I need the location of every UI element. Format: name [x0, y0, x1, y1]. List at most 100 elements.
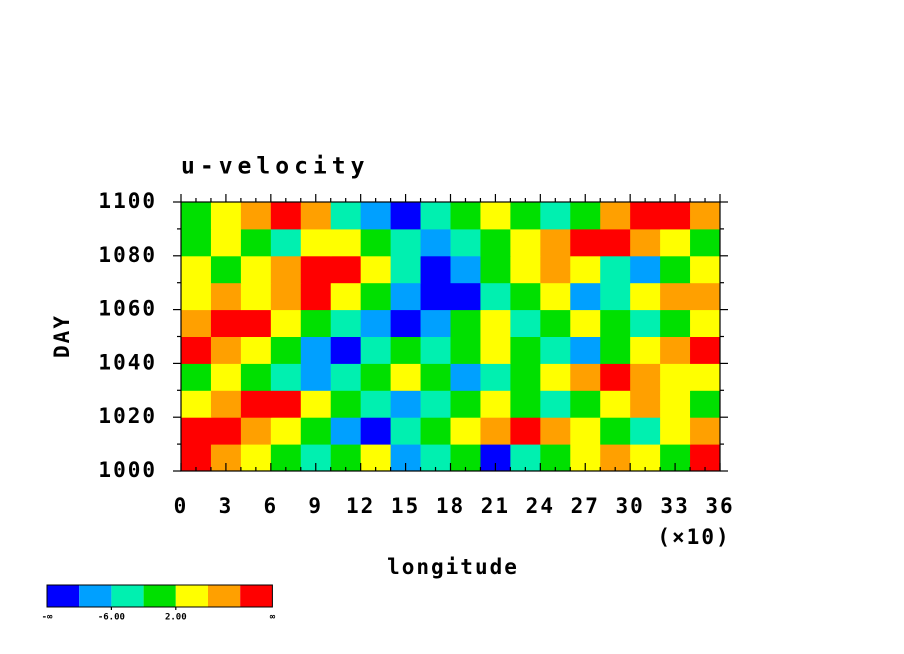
heat-cell — [210, 309, 242, 337]
heat-cell — [210, 417, 242, 445]
colorbar-tick-label: 2.00 — [165, 613, 187, 623]
heat-cell — [390, 363, 422, 391]
heat-cell — [181, 309, 212, 337]
heat-cell — [210, 336, 242, 364]
heat-cell — [480, 336, 511, 364]
heat-cell — [690, 336, 721, 364]
heat-cell — [480, 390, 511, 418]
heat-cell — [360, 417, 392, 445]
heat-cell — [660, 309, 691, 337]
heat-cell — [450, 228, 481, 257]
heat-cell — [630, 282, 661, 311]
heat-cell — [270, 255, 302, 284]
x-multiplier: (×10) — [657, 525, 730, 549]
heat-cell — [330, 390, 362, 418]
heat-cell — [210, 363, 242, 391]
heat-cell — [300, 255, 332, 284]
heat-cell — [600, 363, 631, 391]
heat-cell — [600, 417, 631, 445]
heat-cell — [330, 255, 362, 284]
heat-cell — [210, 282, 242, 311]
heat-cell — [540, 390, 571, 418]
heat-cell — [600, 282, 631, 311]
heat-cell — [240, 363, 272, 391]
heat-cell — [360, 228, 392, 257]
colorbar-low-label: -∞ — [42, 613, 53, 623]
heat-cell — [450, 444, 481, 472]
y-tick-label: 1080 — [98, 243, 157, 267]
heat-cell — [270, 309, 302, 337]
heat-cell — [330, 336, 362, 364]
heat-cell — [240, 255, 272, 284]
heat-cell — [690, 363, 721, 391]
heat-cell — [181, 390, 212, 418]
heat-cell — [330, 309, 362, 337]
heat-cell — [570, 363, 601, 391]
heat-cell — [540, 202, 571, 230]
heat-cell — [630, 390, 661, 418]
heat-cell — [480, 202, 511, 230]
heat-cell — [240, 336, 272, 364]
heat-cell — [270, 282, 302, 311]
x-tick-label: 9 — [308, 494, 323, 518]
heat-cell — [330, 282, 362, 311]
heat-cell — [660, 336, 691, 364]
heat-cell — [540, 282, 571, 311]
heat-cell — [690, 255, 721, 284]
heat-cell — [540, 336, 571, 364]
y-tick-label: 1060 — [98, 297, 157, 321]
heat-cell — [300, 282, 332, 311]
heat-cell — [210, 202, 242, 230]
colorbar-swatch — [240, 585, 273, 607]
heat-cell — [330, 363, 362, 391]
heat-cell — [390, 255, 422, 284]
heat-cell — [480, 228, 511, 257]
heat-cell — [540, 444, 571, 472]
heat-cell — [690, 444, 721, 472]
heat-cell — [540, 309, 571, 337]
x-tick-label: 30 — [616, 494, 645, 518]
heat-cell — [600, 336, 631, 364]
x-tick-label: 18 — [436, 494, 465, 518]
heat-cell — [450, 202, 481, 230]
heat-cell — [450, 390, 481, 418]
heat-cell — [181, 417, 212, 445]
heat-cell — [420, 444, 451, 472]
heat-cell — [360, 255, 392, 284]
heat-cell — [300, 417, 332, 445]
heat-cell — [420, 336, 451, 364]
heat-cell — [510, 417, 541, 445]
heat-cell — [600, 444, 631, 472]
heat-cell — [600, 228, 631, 257]
colorbar-swatch — [111, 585, 144, 607]
heat-cell — [330, 228, 362, 257]
colorbar-tick-label: -6.00 — [98, 613, 125, 623]
heat-cell — [240, 417, 272, 445]
heat-cell — [480, 255, 511, 284]
heat-cell — [510, 282, 541, 311]
x-tick-label: 0 — [174, 494, 189, 518]
heat-cell — [570, 417, 601, 445]
heat-cell — [210, 390, 242, 418]
heat-cell — [360, 282, 392, 311]
heat-cell — [450, 309, 481, 337]
heat-cell — [240, 202, 272, 230]
colorbar-swatch — [47, 585, 80, 607]
heat-cell — [510, 444, 541, 472]
x-tick-label: 6 — [264, 494, 279, 518]
heat-cell — [390, 417, 422, 445]
heat-cell — [660, 417, 691, 445]
heat-cell — [600, 390, 631, 418]
x-axis-label: longitude — [387, 555, 519, 579]
heat-cell — [480, 282, 511, 311]
heat-cell — [420, 363, 451, 391]
heat-cell — [300, 228, 332, 257]
heat-cell — [181, 202, 212, 230]
colorbar-swatch — [143, 585, 176, 607]
heat-cell — [181, 282, 212, 311]
heat-cell — [181, 444, 212, 472]
heat-cell — [300, 390, 332, 418]
heat-cell — [570, 255, 601, 284]
heat-cell — [270, 202, 302, 230]
